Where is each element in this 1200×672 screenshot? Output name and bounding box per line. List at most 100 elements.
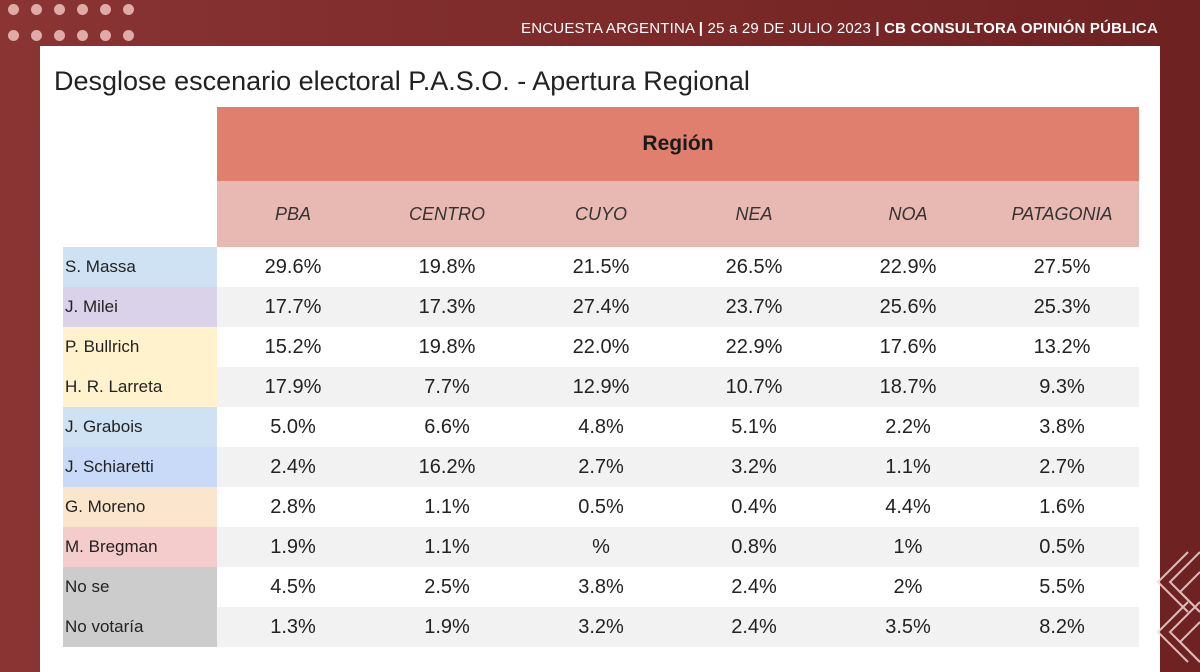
table-cell: 17.3% xyxy=(418,295,476,318)
candidate-name: S. Massa xyxy=(63,247,217,287)
table-cell: % xyxy=(592,535,610,558)
table-cell: 23.7% xyxy=(725,295,783,318)
table-cell: 12.9% xyxy=(572,375,630,398)
table-cell: 16.2% xyxy=(418,455,476,478)
table-cell: 2% xyxy=(893,575,923,598)
candidate-name: No votaría xyxy=(63,607,217,647)
column-header-centro: CENTRO xyxy=(409,203,485,224)
table-cell: 9.3% xyxy=(1039,375,1085,398)
row-values: 2.4% 16.2% 2.7% 3.2% 1.1% 2.7% xyxy=(217,447,1139,487)
table-cell: 5.0% xyxy=(270,415,316,438)
row-values: 1.3% 1.9% 3.2% 2.4% 3.5% 8.2% xyxy=(217,607,1139,647)
row-values: 17.7% 17.3% 27.4% 23.7% 25.6% 25.3% xyxy=(217,287,1139,327)
candidate-name: J. Schiaretti xyxy=(63,447,217,487)
table-row: H. R. Larreta 17.9% 7.7% 12.9% 10.7% 18.7% 9.3… xyxy=(63,367,1139,407)
table-cell: 2.7% xyxy=(578,455,624,478)
table-cell: 8.2% xyxy=(1039,615,1085,638)
row-values: 15.2% 19.8% 22.0% 22.9% 17.6% 13.2% xyxy=(217,327,1139,367)
candidate-name: P. Bullrich xyxy=(63,327,217,367)
table-cell: 1.9% xyxy=(270,535,316,558)
table-cell: 2.4% xyxy=(731,615,777,638)
table-cell: 2.4% xyxy=(731,575,777,598)
table-cell: 4.5% xyxy=(270,575,316,598)
row-values: 4.5% 2.5% 3.8% 2.4% 2% 5.5% xyxy=(217,567,1139,607)
survey-name: ENCUESTA ARGENTINA xyxy=(521,20,695,37)
table-row: No se 4.5% 2.5% 3.8% 2.4% 2% 5.5% xyxy=(63,567,1139,607)
table-cell: 13.2% xyxy=(1033,335,1091,358)
table-cell: 22.9% xyxy=(725,335,783,358)
candidate-name: J. Grabois xyxy=(63,407,217,447)
table-cell: 26.5% xyxy=(725,255,783,278)
survey-source: CB CONSULTORA OPINIÓN PÚBLICA xyxy=(884,20,1158,37)
table-cell: 0.5% xyxy=(1039,535,1085,558)
table-cell: 5.1% xyxy=(731,415,777,438)
table-cell: 3.5% xyxy=(885,615,931,638)
table-cell: 18.7% xyxy=(879,375,937,398)
table-cell: 1.6% xyxy=(1039,495,1085,518)
table-row: J. Grabois 5.0% 6.6% 4.8% 5.1% 2.2% 3.8% xyxy=(63,407,1139,447)
column-headers: PBA CENTRO CUYO NEA NOA PATAGONIA xyxy=(217,181,1139,247)
table-row: P. Bullrich 15.2% 19.8% 22.0% 22.9% 17.6% 13.2… xyxy=(63,327,1139,367)
content-card: Desglose escenario electoral P.A.S.O. - … xyxy=(40,46,1160,672)
table-cell: 2.4% xyxy=(270,455,316,478)
candidate-name: J. Milei xyxy=(63,287,217,327)
page-title: Desglose escenario electoral P.A.S.O. - … xyxy=(54,66,750,96)
row-values: 2.8% 1.1% 0.5% 0.4% 4.4% 1.6% xyxy=(217,487,1139,527)
table-cell: 3.8% xyxy=(578,575,624,598)
table-cell: 2.2% xyxy=(885,415,931,438)
survey-header: ENCUESTA ARGENTINA | 25 a 29 DE JULIO 20… xyxy=(521,20,1158,37)
table-cell: 1.1% xyxy=(424,495,470,518)
table-cell: 27.5% xyxy=(1033,255,1091,278)
table-cell: 25.6% xyxy=(879,295,937,318)
table-cell: 19.8% xyxy=(418,335,476,358)
table-cell: 2.5% xyxy=(424,575,470,598)
table-cell: 7.7% xyxy=(424,375,470,398)
table-cell: 2.8% xyxy=(270,495,316,518)
survey-dates: 25 a 29 DE JULIO 2023 xyxy=(707,20,871,37)
table-cell: 3.8% xyxy=(1039,415,1085,438)
table-cell: 17.7% xyxy=(264,295,322,318)
table-cell: 5.5% xyxy=(1039,575,1085,598)
table-cell: 1.1% xyxy=(424,535,470,558)
region-header: Región xyxy=(217,107,1139,181)
table-cell: 1% xyxy=(893,535,923,558)
table-cell: 22.0% xyxy=(572,335,630,358)
table-row: M. Bregman 1.9% 1.1%% 0.8% 1% 0.5% xyxy=(63,527,1139,567)
table-row: S. Massa 29.6% 19.8% 21.5% 26.5% 22.9% 27.5% xyxy=(63,247,1139,287)
table-row: No votaría 1.3% 1.9% 3.2% 2.4% 3.5% 8.2% xyxy=(63,607,1139,647)
table-cell: 1.3% xyxy=(270,615,316,638)
table-cell: 4.4% xyxy=(885,495,931,518)
candidate-name: H. R. Larreta xyxy=(63,367,217,407)
decorative-dots xyxy=(8,4,138,48)
row-values: 17.9% 7.7% 12.9% 10.7% 18.7% 9.3% xyxy=(217,367,1139,407)
table-cell: 10.7% xyxy=(725,375,783,398)
row-values: 5.0% 6.6% 4.8% 5.1% 2.2% 3.8% xyxy=(217,407,1139,447)
table-cell: 0.8% xyxy=(731,535,777,558)
table-row: G. Moreno 2.8% 1.1% 0.5% 0.4% 4.4% 1.6% xyxy=(63,487,1139,527)
table-cell: 0.5% xyxy=(578,495,624,518)
column-header-nea: NEA xyxy=(735,203,773,224)
column-header-pba: PBA xyxy=(274,203,312,224)
table-cell: 22.9% xyxy=(879,255,937,278)
candidate-name: M. Bregman xyxy=(63,527,217,567)
table-row: J. Schiaretti 2.4% 16.2% 2.7% 3.2% 1.1% 2.7% xyxy=(63,447,1139,487)
table-cell: 3.2% xyxy=(731,455,777,478)
table-cell: 29.6% xyxy=(264,255,322,278)
column-header-patagonia: PATAGONIA xyxy=(1011,203,1113,224)
table-row: J. Milei 17.7% 17.3% 27.4% 23.7% 25.6% 25.3% xyxy=(63,287,1139,327)
table-cell: 17.6% xyxy=(879,335,937,358)
table-cell: 25.3% xyxy=(1033,295,1091,318)
table-cell: 6.6% xyxy=(424,415,470,438)
table-cell: 21.5% xyxy=(572,255,630,278)
table-cell: 19.8% xyxy=(418,255,476,278)
candidate-name: G. Moreno xyxy=(63,487,217,527)
table-cell: 17.9% xyxy=(264,375,322,398)
table-cell: 1.1% xyxy=(885,455,931,478)
table-cell: 0.4% xyxy=(731,495,777,518)
table-cell: 15.2% xyxy=(264,335,322,358)
table-cell: 3.2% xyxy=(578,615,624,638)
row-values: 29.6% 19.8% 21.5% 26.5% 22.9% 27.5% xyxy=(217,247,1139,287)
table-cell: 4.8% xyxy=(578,415,624,438)
table-cell: 2.7% xyxy=(1039,455,1085,478)
table-cell: 1.9% xyxy=(424,615,470,638)
